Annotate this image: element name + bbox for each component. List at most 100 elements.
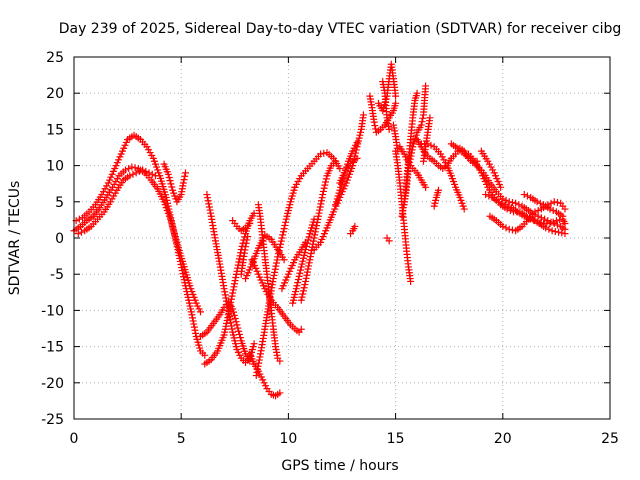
series-arc-30 (400, 82, 430, 209)
data-point (235, 327, 243, 335)
data-point (505, 225, 513, 233)
data-point (188, 311, 196, 319)
data-point (220, 285, 228, 293)
data-point (549, 206, 557, 214)
data-point (139, 166, 147, 174)
data-point (234, 324, 242, 332)
x-tick-label: 0 (70, 431, 79, 447)
data-point (277, 240, 285, 248)
data-point (190, 320, 198, 328)
data-point (293, 282, 301, 290)
y-axis-label: SDTVAR / TECUs (7, 181, 23, 296)
data-point (276, 389, 284, 397)
data-point (181, 169, 189, 177)
data-point (310, 237, 318, 245)
data-point (205, 203, 213, 211)
data-point (319, 191, 327, 199)
data-point (165, 173, 173, 181)
data-point (533, 218, 541, 226)
data-point (482, 191, 490, 199)
series-arc-9 (237, 233, 252, 278)
data-point (314, 212, 322, 220)
data-markers (70, 60, 569, 400)
data-point (236, 330, 244, 338)
data-point (303, 239, 311, 247)
data-point (547, 199, 555, 207)
data-point (229, 286, 237, 294)
data-point (196, 308, 204, 316)
data-point (255, 356, 263, 364)
data-point (206, 206, 214, 214)
data-point (304, 236, 312, 244)
data-point (413, 89, 421, 97)
y-tick-label: 20 (46, 86, 64, 102)
data-point (495, 198, 503, 206)
data-point (305, 259, 313, 267)
data-point (531, 208, 539, 216)
data-point (148, 170, 156, 178)
data-point (178, 267, 186, 275)
data-point (434, 186, 442, 194)
data-point (311, 228, 319, 236)
data-point (313, 222, 321, 230)
data-point (319, 187, 327, 195)
data-point (131, 164, 139, 172)
data-point (226, 301, 234, 309)
data-point (168, 183, 176, 191)
data-point (460, 205, 468, 213)
series-arc-33 (430, 186, 442, 210)
chart-title: Day 239 of 2025, Sidereal Day-to-day VTE… (59, 21, 622, 37)
data-point (205, 200, 213, 208)
data-point (179, 270, 187, 278)
data-point (321, 181, 329, 189)
data-point (253, 368, 261, 376)
data-point (236, 334, 244, 342)
data-point (505, 198, 513, 206)
series-arc-42 (295, 325, 305, 336)
data-point (497, 183, 505, 191)
data-point (558, 229, 566, 237)
data-point (422, 82, 430, 90)
data-point (534, 206, 542, 214)
data-point (235, 255, 243, 263)
data-point (548, 227, 556, 235)
data-point (310, 215, 318, 223)
data-point (304, 265, 312, 273)
data-point (317, 150, 325, 158)
data-point (280, 225, 288, 233)
data-point (551, 227, 559, 235)
data-point (385, 125, 393, 133)
data-point (295, 272, 303, 280)
series-arc-6 (196, 298, 254, 365)
series-arc-27 (392, 147, 415, 285)
data-point (125, 164, 133, 172)
y-tick-label: 15 (46, 122, 64, 138)
data-point (298, 293, 306, 301)
data-point (204, 194, 212, 202)
data-point (253, 365, 261, 373)
data-point (177, 260, 185, 268)
data-point (353, 154, 361, 162)
data-point (181, 279, 189, 287)
data-point (221, 291, 229, 299)
data-point (520, 191, 528, 199)
data-point (278, 234, 286, 242)
data-point (336, 164, 344, 172)
data-point (546, 220, 554, 228)
data-point (392, 99, 400, 107)
data-point (279, 231, 287, 239)
data-point (203, 191, 211, 199)
data-point (294, 276, 302, 284)
data-point (243, 236, 251, 244)
data-point (256, 353, 264, 361)
data-point (225, 308, 233, 316)
data-point (419, 157, 427, 165)
data-point (320, 184, 328, 192)
data-point (176, 257, 184, 265)
series-arc-4 (160, 160, 189, 206)
axis-ticks: 0 5 10 15 20 25 -25 -20 -15 -10 -5 0 5 10 15 20 25 (41, 50, 619, 447)
y-tick-label: -25 (41, 412, 64, 428)
series-arc-38 (486, 198, 569, 235)
data-point (485, 192, 493, 200)
